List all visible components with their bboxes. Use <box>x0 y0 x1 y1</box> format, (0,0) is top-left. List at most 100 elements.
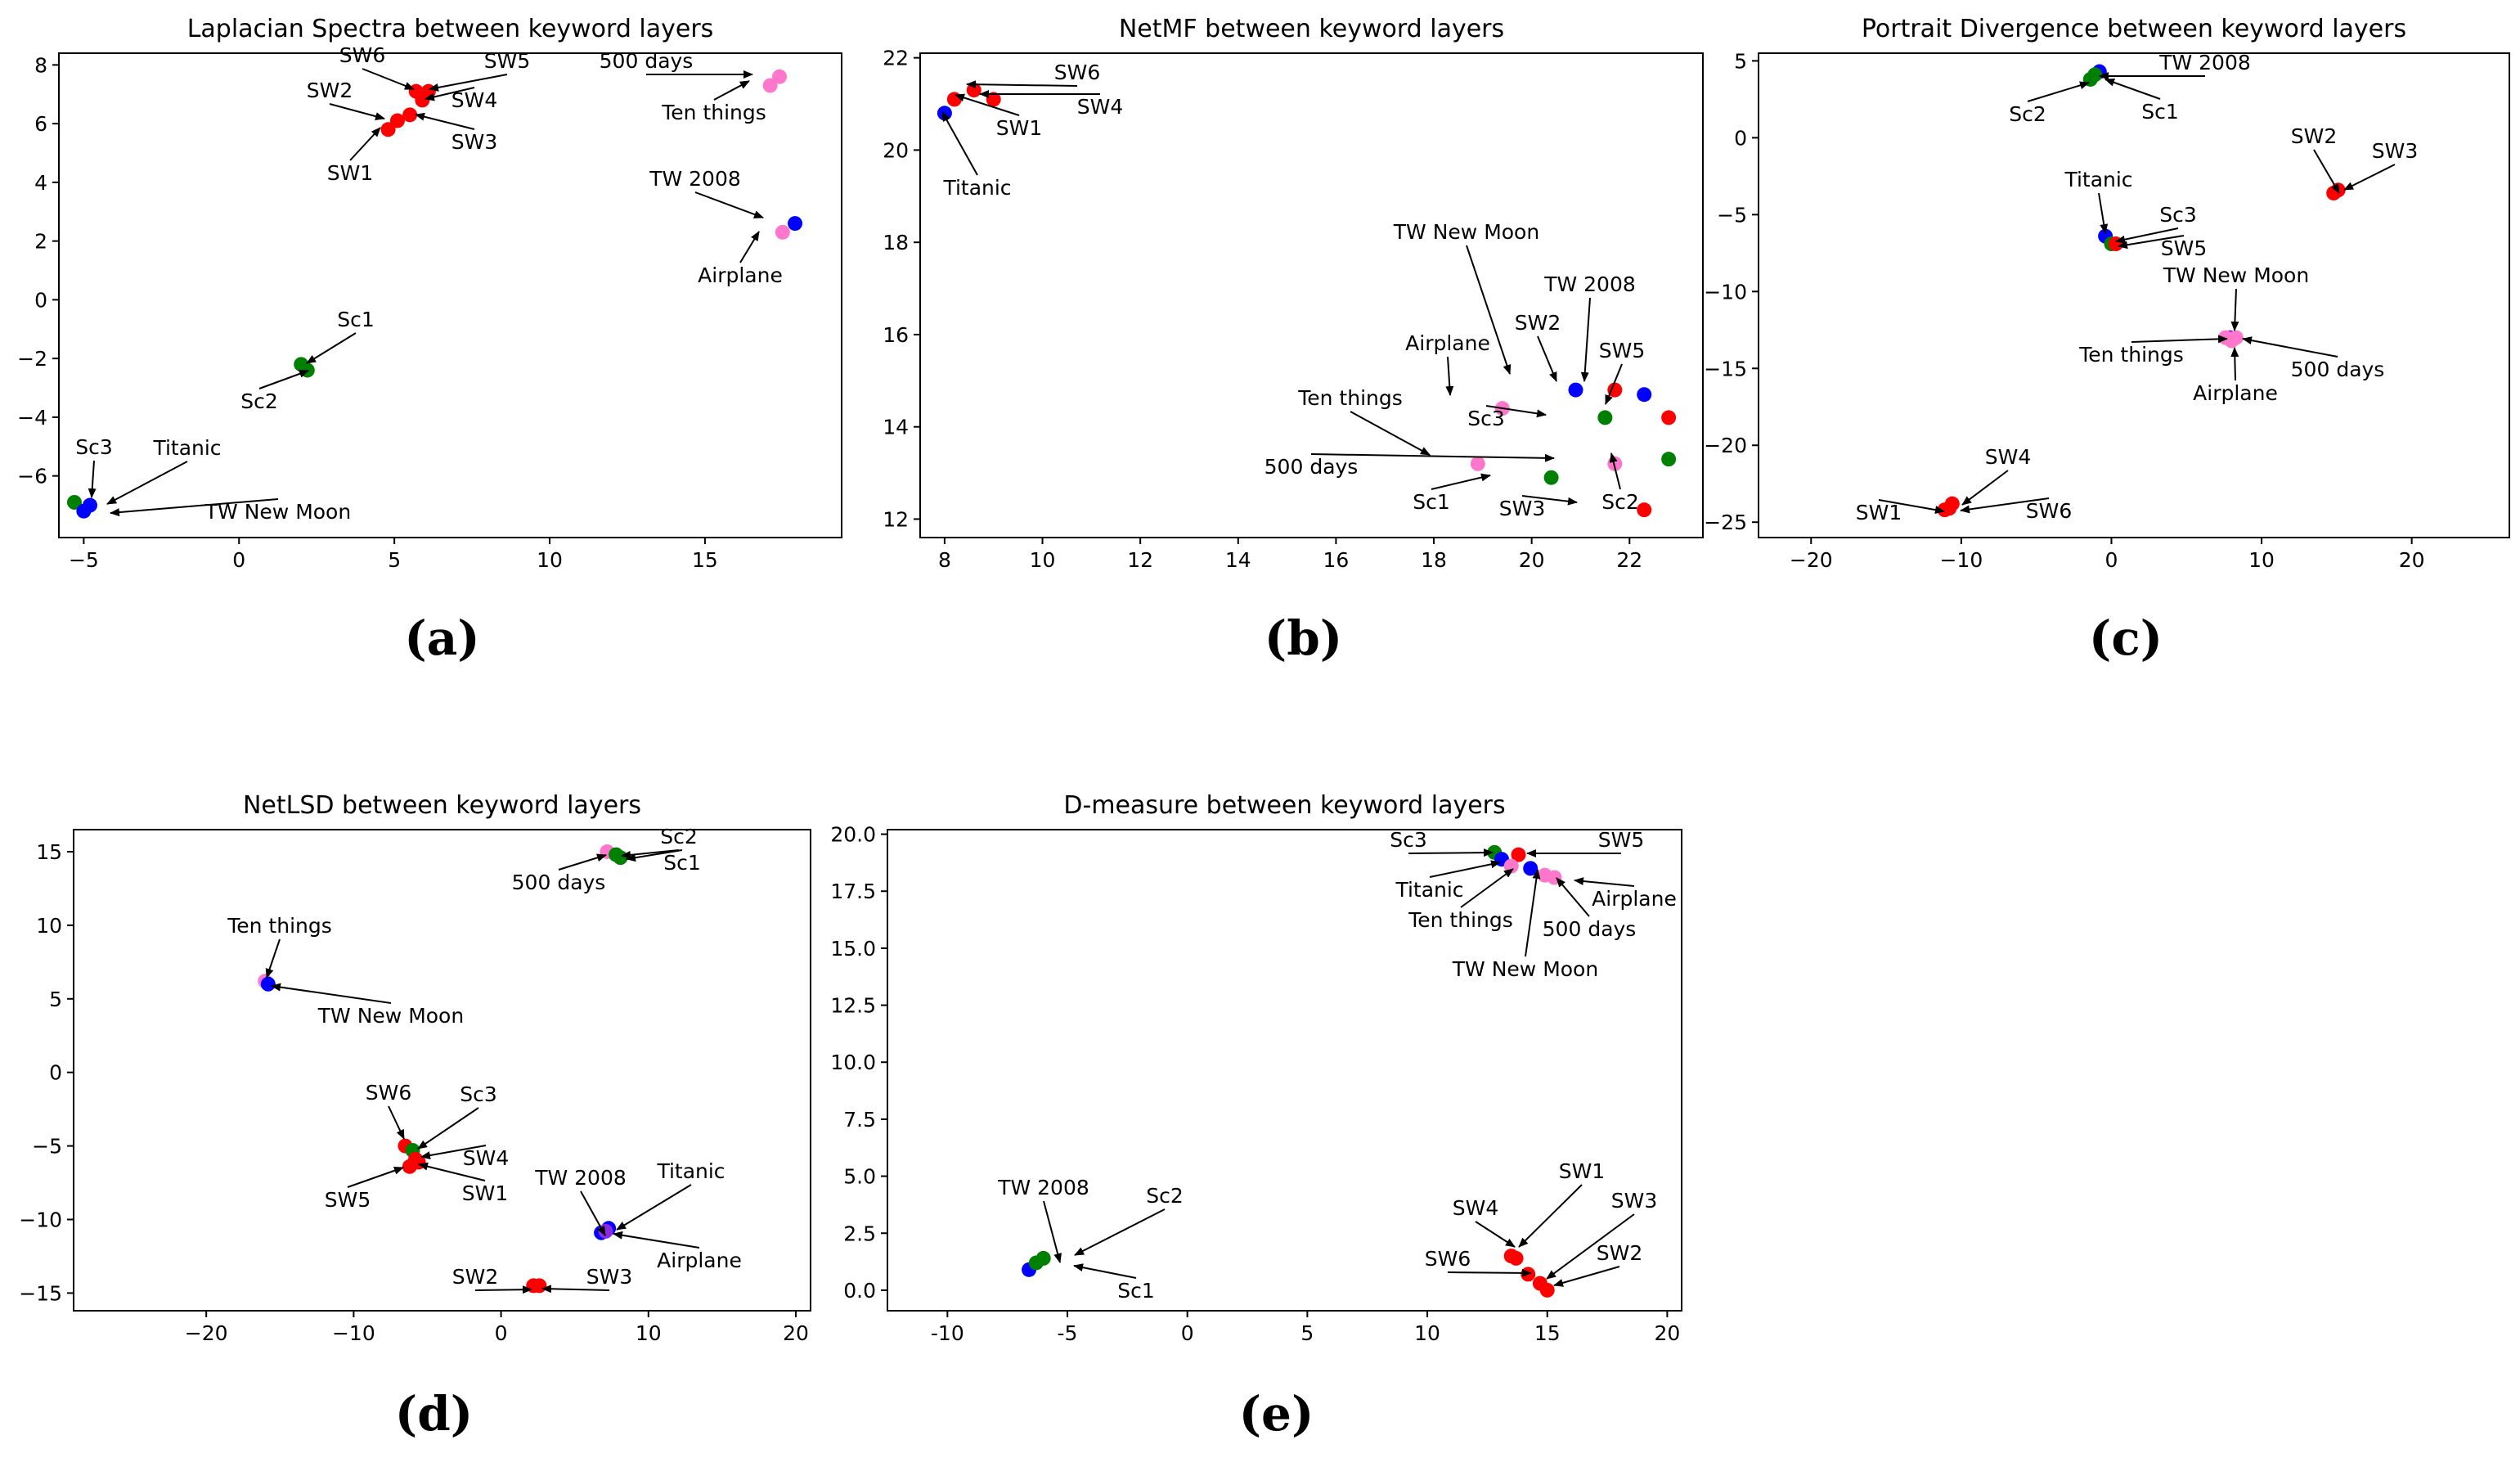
point-label: TW 2008 <box>534 1166 627 1190</box>
y-tick-label: −2 <box>17 347 47 371</box>
y-tick-label: 5 <box>1734 49 1747 73</box>
point-label: SW5 <box>484 49 531 73</box>
annotation-arrow <box>2115 227 2179 244</box>
annotation-arrow <box>474 1285 532 1294</box>
annotation-arrow <box>2230 288 2239 331</box>
x-tick-label: 15 <box>1534 1321 1561 1345</box>
y-tick-label: 10 <box>36 914 62 938</box>
y-tick-label: 18 <box>883 231 909 254</box>
panel-label: (c) <box>2089 610 2163 666</box>
data-point <box>1637 387 1652 403</box>
point-label: SW2 <box>307 79 353 102</box>
y-tick-label: 15.0 <box>830 937 876 961</box>
point-label: Airplane <box>698 263 783 287</box>
x-tick-label: 22 <box>1616 548 1642 572</box>
annotation-arrow <box>388 1105 405 1140</box>
panel-label: (e) <box>1239 1386 1314 1442</box>
annotation-arrow <box>1960 497 2050 514</box>
point-label: SW1 <box>462 1181 509 1205</box>
y-tick-label: −5 <box>32 1135 62 1159</box>
point-label: SW6 <box>339 43 386 67</box>
data-point <box>1568 382 1583 398</box>
annotation-arrow <box>1431 473 1491 490</box>
annotation-arrow <box>347 1166 404 1188</box>
annotation-arrow <box>2027 81 2090 102</box>
annotation-arrow <box>415 112 475 130</box>
plot-frame <box>73 829 811 1312</box>
point-label: Titanic <box>152 436 221 460</box>
data-point <box>1543 470 1559 485</box>
point-label: Ten things <box>1408 908 1513 932</box>
annotation-arrow <box>1580 297 1591 382</box>
point-label: SW2 <box>1515 311 1561 335</box>
point-label: Ten things <box>1297 386 1403 410</box>
y-tick-label: 12.5 <box>830 994 876 1018</box>
annotation-arrow <box>558 853 607 871</box>
data-point <box>1597 410 1613 425</box>
x-tick-label: 0 <box>232 548 245 572</box>
annotation-arrow <box>349 127 381 161</box>
annotation-arrow <box>1475 1221 1516 1248</box>
data-point <box>66 494 82 510</box>
point-label: SW6 <box>1425 1247 1471 1271</box>
x-tick-label: 14 <box>1225 548 1251 572</box>
y-tick-label: 20.0 <box>830 823 876 847</box>
annotation-arrow <box>1546 1213 1635 1280</box>
point-label: SW1 <box>1559 1159 1606 1183</box>
point-label: Airplane <box>1592 887 1677 911</box>
annotation-arrow <box>1310 453 1555 462</box>
annotation-arrow <box>1447 1268 1532 1277</box>
data-point <box>762 78 778 93</box>
annotation-arrow <box>739 231 760 263</box>
y-tick-label: −4 <box>17 406 47 430</box>
point-label: Ten things <box>2078 343 2184 367</box>
point-label: SW1 <box>327 161 374 185</box>
y-tick-label: 16 <box>883 323 909 347</box>
annotation-arrow <box>613 1231 700 1249</box>
point-label: Titanic <box>2064 168 2132 191</box>
x-tick-label: 15 <box>692 548 718 572</box>
y-tick-label: −25 <box>1704 511 1747 534</box>
point-label: SW5 <box>1598 828 1645 852</box>
y-tick-label: 0 <box>49 1061 62 1085</box>
point-label: Ten things <box>661 101 766 124</box>
point-label: SW4 <box>1077 95 1124 119</box>
annotation-arrow <box>420 1145 487 1160</box>
y-tick-label: 5 <box>49 988 62 1011</box>
x-tick-label: −10 <box>332 1321 375 1345</box>
data-point <box>294 357 309 372</box>
point-label: Ten things <box>227 914 332 938</box>
y-tick-label: −10 <box>19 1208 62 1232</box>
annotation-arrow <box>1553 1266 1620 1287</box>
annotation-arrow <box>271 983 392 1004</box>
panel-label: (d) <box>395 1386 473 1442</box>
annotation-arrow <box>2242 336 2338 358</box>
y-tick-label: 5.0 <box>843 1165 876 1189</box>
data-point <box>937 106 952 121</box>
x-tick-label: 0 <box>2105 548 2118 572</box>
x-tick-label: 20 <box>1654 1321 1680 1345</box>
annotation-arrow <box>424 87 475 101</box>
x-tick-label: −20 <box>185 1321 228 1345</box>
point-label: 500 days <box>512 871 606 894</box>
point-label: TW 2008 <box>997 1176 1089 1199</box>
annotation-arrow <box>2118 235 2185 250</box>
point-label: SW3 <box>2372 139 2419 163</box>
data-point <box>532 1278 547 1294</box>
annotation-arrow <box>966 80 1078 89</box>
annotation-arrow <box>417 1107 479 1150</box>
annotation-arrow <box>1878 499 1945 515</box>
y-tick-label: 0.0 <box>843 1279 876 1303</box>
point-label: Airplane <box>2193 381 2278 405</box>
x-tick-label: 10 <box>1030 548 1056 572</box>
y-tick-label: −20 <box>1704 434 1747 457</box>
data-point <box>402 107 418 123</box>
point-label: Sc1 <box>663 851 701 875</box>
data-point <box>986 92 1001 107</box>
point-label: SW4 <box>1453 1196 1499 1220</box>
point-label: Titanic <box>656 1159 725 1183</box>
annotation-arrow <box>616 1184 692 1231</box>
y-tick-label: 0 <box>34 288 47 312</box>
x-tick-label: −20 <box>1790 548 1833 572</box>
point-label: Airplane <box>1405 331 1490 355</box>
